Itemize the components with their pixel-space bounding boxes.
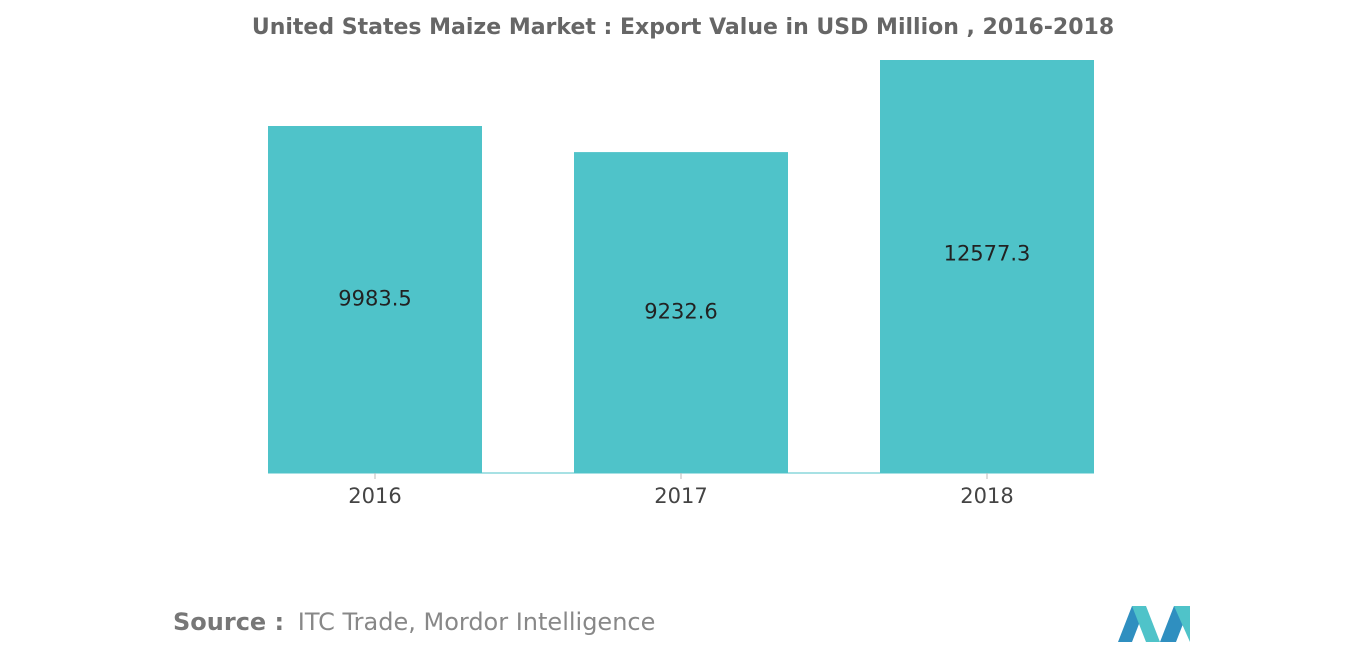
bar — [574, 152, 788, 473]
source-text: ITC Trade, Mordor Intelligence — [298, 608, 656, 636]
bar — [268, 126, 482, 473]
data-label: 12577.3 — [944, 241, 1031, 265]
data-label: 9983.5 — [338, 287, 411, 311]
x-tick-label: 2016 — [348, 484, 401, 508]
plot-area — [268, 60, 1094, 474]
x-tick-label: 2017 — [654, 484, 707, 508]
labels: 2016 9983.5 2017 9232.6 2018 12577.3 — [268, 241, 1094, 508]
chart-title: United States Maize Market : Export Valu… — [252, 15, 1114, 40]
source: Source : ITC Trade, Mordor Intelligence — [173, 608, 655, 636]
source-label: Source : — [173, 608, 284, 636]
logo — [1118, 606, 1190, 642]
data-label: 9232.6 — [644, 300, 717, 324]
bar — [880, 60, 1094, 474]
x-tick-label: 2018 — [960, 484, 1013, 508]
